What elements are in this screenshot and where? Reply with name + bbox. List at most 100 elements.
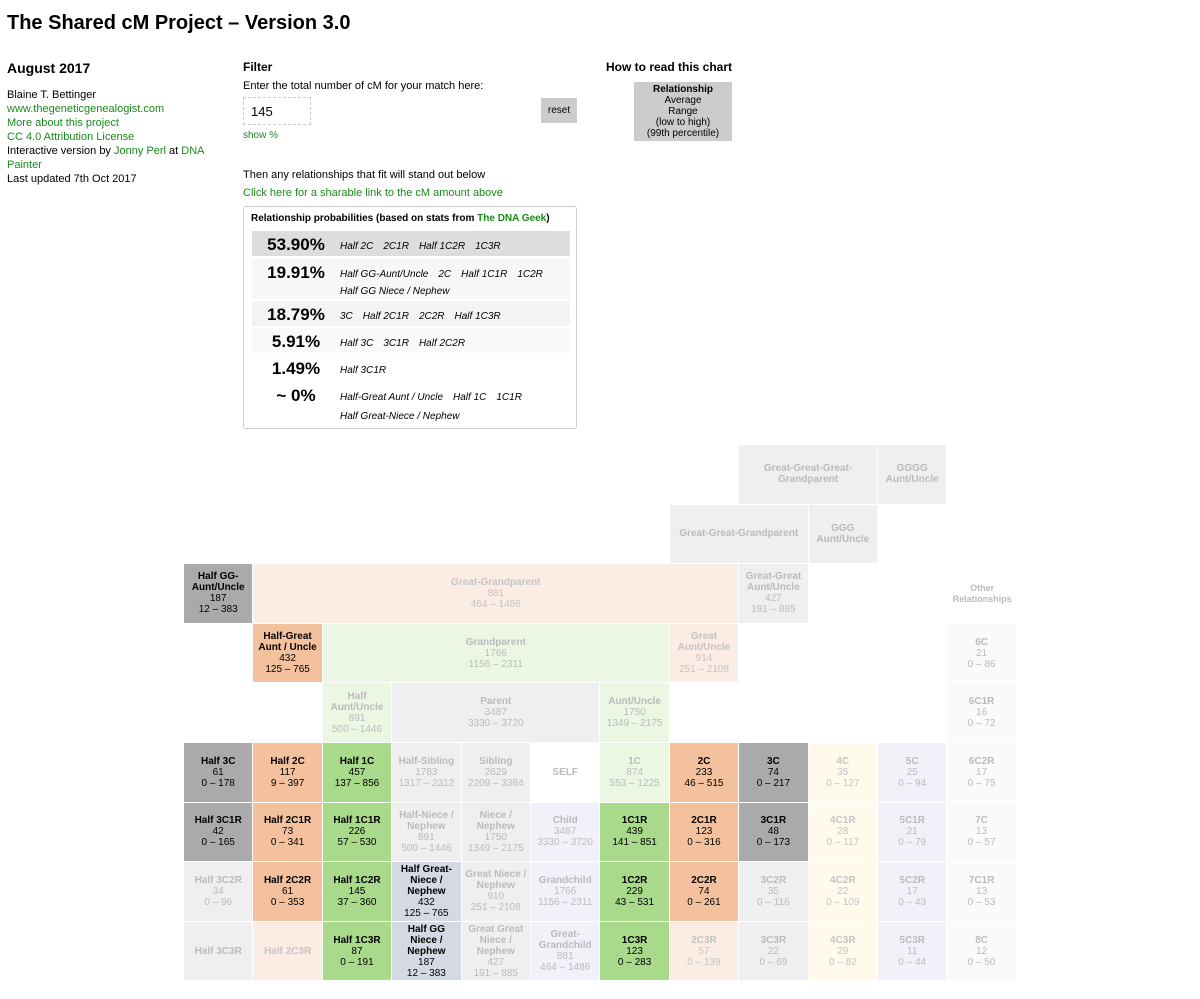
- link[interactable]: The DNA Geek: [477, 213, 547, 224]
- cell-label: 1C: [628, 755, 641, 767]
- cell-average: 432: [279, 653, 296, 665]
- reset-button[interactable]: reset: [541, 98, 577, 123]
- relationship: Half 2C2R: [418, 338, 466, 349]
- cell-average: 22: [767, 945, 779, 957]
- relationship-cell: 7C 13 0 – 57: [947, 802, 1016, 862]
- cell-label: 2C: [697, 755, 711, 767]
- cell-average: 16: [976, 707, 988, 719]
- link[interactable]: DNA Painter: [7, 145, 204, 171]
- filter-heading: Filter: [243, 60, 273, 74]
- cell-average: 123: [695, 826, 713, 838]
- cell-range: 0 – 127: [826, 777, 860, 789]
- cell-range: 0 – 75: [967, 777, 996, 789]
- cell-average: 74: [767, 766, 779, 778]
- cell-label: Half 1C1R: [333, 815, 381, 827]
- cell-label: SELF: [552, 766, 578, 778]
- cell-average: 61: [212, 766, 224, 778]
- cell-label: Half 3C: [200, 755, 236, 767]
- show-percent[interactable]: show %: [243, 130, 279, 141]
- relationship-cell: 4C 35 0 – 127: [808, 743, 877, 802]
- legend-line: (99th percentile): [646, 128, 720, 139]
- cm-input[interactable]: [243, 97, 311, 125]
- relationship-cell: Half 2C1R 73 0 – 341: [253, 802, 322, 862]
- cell-label: 2C2R: [691, 874, 717, 886]
- relationship: 1C3R: [475, 241, 501, 252]
- relationship-cell: 6C1R 16 0 – 72: [947, 683, 1016, 742]
- cell-range: 9 – 397: [270, 777, 305, 789]
- cell-range: 0 – 43: [898, 896, 927, 908]
- relationship: Half Great-Niece / Nephew: [340, 411, 460, 422]
- relationship-cell: Great-Great-Great-Grandparent: [739, 445, 877, 504]
- cell-range: 3330 – 3720: [537, 837, 593, 849]
- sidebar: Blaine T. Bettinger www.thegeneticgeneal…: [7, 88, 237, 186]
- filter-prompt: Enter the total number of cM for your ma…: [243, 80, 484, 92]
- credit: Interactive version by Jonny Perl at DNA…: [7, 144, 237, 172]
- cell-average: 73: [282, 826, 294, 838]
- cell-label: Half 2C1R: [263, 815, 312, 827]
- cell-range: 0 – 173: [756, 837, 791, 849]
- relationship-cell: Great-Grandchild 881 464 – 1486: [531, 921, 600, 981]
- site-link[interactable]: www.thegeneticgenealogist.com: [7, 103, 165, 115]
- cell-range: 12 – 383: [406, 967, 446, 979]
- cell-average: 48: [767, 826, 779, 838]
- cell-average: 1750: [484, 831, 507, 843]
- cell-range: 0 – 79: [898, 837, 927, 849]
- relationship: 2C: [438, 269, 452, 280]
- cell-label: Great-Great-Grandparent: [679, 528, 799, 540]
- cell-average: 17: [906, 885, 918, 897]
- cell-average: 61: [282, 885, 294, 897]
- cell-average: 57: [698, 945, 710, 957]
- cell-range: 0 – 57: [967, 837, 996, 849]
- relationship-cell: Half 3C1R 42 0 – 165: [184, 802, 253, 862]
- relationship-cell: Half 2C3R: [253, 921, 322, 981]
- page-title: The Shared cM Project – Version 3.0: [7, 12, 351, 34]
- relationship: Half 2C1R: [362, 311, 409, 322]
- legend-line: Range: [668, 106, 698, 117]
- cell-label: 6C1R: [968, 696, 995, 708]
- cell-average: 117: [279, 766, 296, 778]
- relationship-cell: 2C2R 74 0 – 261: [669, 862, 739, 921]
- cell-range: 0 – 86: [967, 658, 996, 670]
- cell-range: 37 – 360: [337, 896, 377, 908]
- relationship-cell: 5C1R 21 0 – 79: [878, 802, 947, 862]
- cell-average: 29: [837, 945, 849, 957]
- relationship-cell: Child 3487 3330 – 3720: [531, 802, 600, 862]
- relationship-cell: Grandchild 1766 1156 – 2311: [531, 862, 600, 921]
- cell-range: 0 – 353: [270, 896, 305, 908]
- cell-label: 5C1R: [899, 815, 925, 827]
- cell-average: 74: [698, 885, 710, 897]
- relationship-list: Half 2C 2C1R Half 1C2R 1C3R: [340, 231, 555, 256]
- relationship-cell: Grandparent 1766 1156 – 2311: [322, 623, 669, 683]
- cell-average: 12: [976, 945, 988, 957]
- relationship-cell: Half 1C2R 145 37 – 360: [322, 862, 392, 921]
- cell-label: Child: [552, 815, 578, 827]
- share-link[interactable]: Click here for a sharable link to the cM…: [243, 187, 503, 199]
- updated: Last updated 7th Oct 2017: [7, 173, 137, 185]
- more-link[interactable]: More about this project: [7, 117, 119, 129]
- license-link[interactable]: CC 4.0 Attribution License: [7, 131, 135, 143]
- relationship-cell: 3C 74 0 – 217: [739, 743, 808, 802]
- relationship: 3C1R: [383, 338, 409, 349]
- cell-label: 5C: [905, 755, 919, 767]
- cell-average: 233: [695, 766, 713, 778]
- relationship-cell: 3C3R 22 0 – 69: [739, 921, 808, 981]
- probability-title: Relationship probabilities (based on sta…: [251, 213, 550, 224]
- cell-average: 432: [418, 896, 435, 908]
- relationship: 2C1R: [383, 241, 409, 252]
- cell-range: 553 – 1225: [609, 777, 660, 789]
- legend-line: Average: [664, 95, 702, 106]
- cell-range: 0 – 109: [826, 896, 860, 908]
- cell-label: Half 2C3R: [263, 945, 312, 957]
- relationship-cell: SELF: [531, 743, 600, 802]
- cell-average: 914: [695, 653, 713, 665]
- cell-range: 500 – 1446: [331, 723, 383, 735]
- cell-label: 1C3R: [621, 934, 648, 946]
- cell-range: 0 – 117: [826, 837, 860, 849]
- probability-row: 18.79% 3C Half 2C1R 2C2R Half 1C3R: [252, 301, 570, 326]
- cell-average: 1766: [554, 885, 577, 897]
- link[interactable]: Jonny Perl: [114, 145, 166, 157]
- cell-range: 0 – 217: [756, 777, 791, 789]
- cell-label: Half-Sibling: [398, 755, 455, 767]
- cell-average: 2629: [484, 766, 507, 778]
- cell-label: Half GG-Aunt/Uncle: [191, 571, 245, 594]
